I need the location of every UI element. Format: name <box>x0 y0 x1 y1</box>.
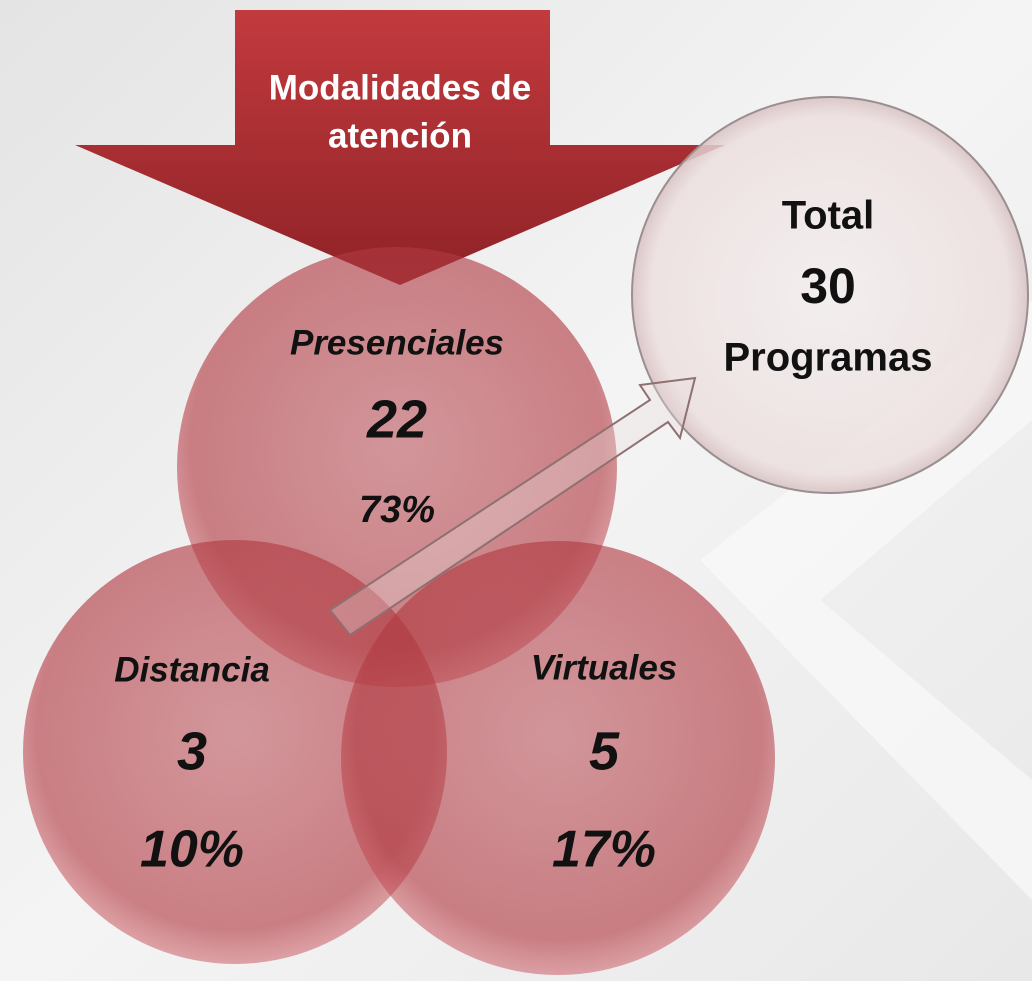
modality-percent: 10% <box>140 821 244 879</box>
modality-name: Distancia <box>114 650 270 689</box>
total-count: 30 <box>800 258 856 314</box>
modality-name: Virtuales <box>531 648 678 687</box>
link-arrow <box>328 376 697 637</box>
modality-count: 5 <box>589 721 620 781</box>
modality-count: 22 <box>366 389 427 449</box>
modality-percent: 17% <box>552 821 656 879</box>
modality-circle <box>23 540 447 964</box>
total-circle <box>631 96 1029 494</box>
modality-circle <box>341 541 775 975</box>
title-line: atención <box>328 116 472 155</box>
total-label: Total <box>782 194 875 238</box>
modality-percent: 73% <box>359 489 435 531</box>
title-arrow <box>75 10 725 285</box>
modality-name: Presenciales <box>290 323 504 362</box>
title-line: Modalidades de <box>269 68 532 107</box>
modality-count: 3 <box>177 721 207 781</box>
total-unit: Programas <box>724 336 933 380</box>
